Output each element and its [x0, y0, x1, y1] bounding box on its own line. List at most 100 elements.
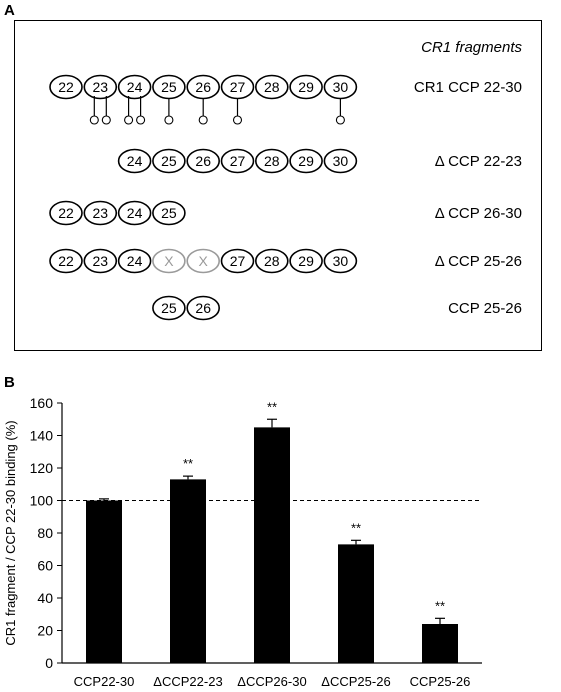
- x-tick-label: ΔCCP22-23: [153, 674, 222, 689]
- ccp-domain-label: 30: [333, 253, 349, 269]
- fragment-label: CCP 25-26: [448, 300, 522, 317]
- x-tick-label: CCP22-30: [74, 674, 135, 689]
- significance-marker: **: [267, 399, 277, 414]
- panel-a-frame: [14, 20, 542, 351]
- deleted-domain-oval: [152, 248, 186, 274]
- bar: [86, 500, 122, 663]
- fragment-row: 22 23 24 25 Δ CCP 26-30: [49, 200, 522, 226]
- ccp-domain-label: 24: [127, 205, 143, 221]
- ccp-domain-oval: [83, 200, 118, 226]
- ccp-domain-label: 25: [161, 300, 177, 316]
- glycan-site-circle: [198, 115, 208, 125]
- glycan-site-circle: [89, 115, 99, 125]
- bar: [254, 427, 290, 663]
- ccp-domain-oval: [254, 148, 289, 174]
- glycan-site-circle: [164, 115, 174, 125]
- ccp-domain-label: 23: [93, 253, 109, 269]
- y-tick-label: 40: [37, 590, 53, 606]
- y-tick-label: 60: [37, 558, 53, 574]
- x-tick-label: ΔCCP25-26: [321, 674, 390, 689]
- fragment-label: Δ CCP 22-23: [435, 153, 522, 170]
- ccp-domain-label: 24: [127, 79, 143, 95]
- ccp-domain-label: 29: [298, 253, 314, 269]
- ccp-domain-label: 22: [58, 79, 74, 95]
- significance-marker: **: [183, 456, 193, 471]
- y-tick-label: 120: [30, 460, 54, 476]
- ccp-domain-oval: [289, 248, 323, 274]
- ccp-domain-oval: [49, 200, 83, 226]
- ccp-domain-oval: [289, 148, 323, 174]
- ccp-domain-oval: [186, 295, 220, 321]
- ccp-domain-label: X: [199, 253, 209, 269]
- ccp-domain-oval: [83, 248, 118, 274]
- ccp-domain-oval: [152, 295, 186, 321]
- glycan-site-circle: [335, 115, 345, 125]
- ccp-domain-label: 24: [127, 253, 143, 269]
- significance-marker: **: [351, 520, 361, 535]
- ccp-domain-oval: [254, 74, 289, 100]
- y-tick-label: 160: [30, 395, 54, 411]
- glycan-site-circle: [232, 115, 243, 125]
- fragment-row: 25 26 CCP 25-26: [152, 295, 522, 321]
- panel-a-letter: A: [4, 2, 15, 19]
- deleted-domain-oval: [186, 248, 220, 274]
- fragment-row: 24 25 26 27 28 29 30 Δ CCP 22-23: [117, 148, 522, 174]
- ccp-domain-oval: [323, 248, 358, 274]
- ccp-domain-label: 30: [333, 79, 349, 95]
- ccp-domain-oval: [289, 74, 323, 100]
- ccp-domain-oval: [117, 248, 152, 274]
- ccp-domain-label: 27: [230, 253, 246, 269]
- bar: [338, 544, 374, 663]
- ccp-domain-label: 26: [195, 300, 211, 316]
- ccp-domain-label: 28: [264, 79, 280, 95]
- ccp-domain-oval: [152, 200, 186, 226]
- ccp-domain-label: X: [164, 253, 174, 269]
- y-tick-label: 100: [30, 493, 54, 509]
- x-tick-label: ΔCCP26-30: [237, 674, 306, 689]
- fragment-label: Δ CCP 26-30: [435, 205, 522, 222]
- y-tick-label: 80: [37, 525, 53, 541]
- bar: [170, 479, 206, 663]
- ccp-domain-oval: [117, 74, 152, 100]
- x-tick-label: CCP25-26: [410, 674, 471, 689]
- y-axis-label: CR1 fragment / CCP 22-30 binding (%): [3, 420, 18, 645]
- fragment-label: Δ CCP 25-26: [435, 253, 522, 270]
- y-tick-label: 20: [37, 623, 53, 639]
- ccp-domain-label: 28: [264, 153, 280, 169]
- ccp-domain-oval: [254, 248, 289, 274]
- panel-b-letter: B: [4, 374, 15, 391]
- ccp-domain-oval: [49, 248, 83, 274]
- ccp-domain-label: 23: [93, 205, 109, 221]
- fragment-label: CR1 CCP 22-30: [414, 79, 522, 96]
- ccp-domain-label: 25: [161, 153, 177, 169]
- ccp-domain-label: 27: [230, 153, 246, 169]
- ccp-domain-oval: [117, 200, 152, 226]
- binding-bar-chart: 0 20 40 60 80 100 120 140 160 CR1 fragment / CCP …: [3, 395, 482, 689]
- ccp-domain-oval: [186, 148, 220, 174]
- ccp-domain-label: 29: [298, 153, 314, 169]
- ccp-domain-label: 22: [58, 205, 74, 221]
- ccp-domain-label: 27: [230, 79, 246, 95]
- significance-marker: **: [435, 598, 445, 613]
- ccp-domain-label: 22: [58, 253, 74, 269]
- ccp-domain-label: 28: [264, 253, 280, 269]
- glycan-site-circle: [124, 115, 134, 125]
- ccp-domain-label: 29: [298, 79, 314, 95]
- panel-a-header: CR1 fragments: [421, 39, 522, 56]
- ccp-domain-oval: [220, 248, 255, 274]
- fragment-row: 22 23 24 X X 27 28 29 30 Δ CCP 25-26: [49, 248, 522, 274]
- ccp-domain-oval: [49, 74, 83, 100]
- ccp-domain-label: 23: [93, 79, 109, 95]
- ccp-domain-oval: [83, 74, 118, 100]
- ccp-domain-oval: [220, 148, 255, 174]
- glycan-site-circle: [101, 115, 111, 125]
- ccp-domain-label: 25: [161, 79, 177, 95]
- fragment-row: 22 23 24 25 26 27 28 29 30 CR1 CCP 22-30: [49, 74, 522, 125]
- bar: [422, 624, 458, 663]
- ccp-domain-label: 25: [161, 205, 177, 221]
- y-tick-label: 140: [30, 428, 54, 444]
- y-tick-label: 0: [45, 655, 53, 671]
- ccp-domain-oval: [117, 148, 152, 174]
- ccp-domain-label: 24: [127, 153, 143, 169]
- glycan-site-circle: [136, 115, 146, 125]
